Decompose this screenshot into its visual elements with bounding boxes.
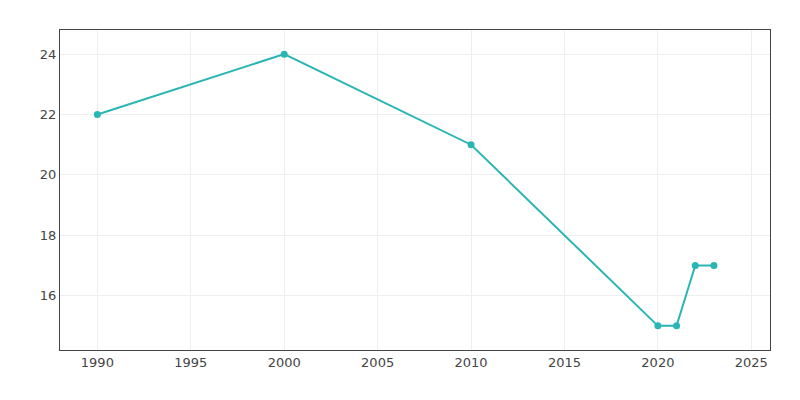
svg-text:1990: 1990 (81, 355, 114, 370)
svg-text:2010: 2010 (455, 355, 488, 370)
svg-text:20: 20 (40, 167, 57, 182)
svg-text:2005: 2005 (361, 355, 394, 370)
svg-text:1995: 1995 (174, 355, 207, 370)
svg-text:2015: 2015 (548, 355, 581, 370)
svg-text:2025: 2025 (735, 355, 768, 370)
svg-text:18: 18 (40, 228, 57, 243)
svg-text:24: 24 (40, 47, 57, 62)
svg-text:2000: 2000 (268, 355, 301, 370)
svg-text:16: 16 (40, 288, 57, 303)
svg-text:22: 22 (40, 107, 57, 122)
svg-text:2020: 2020 (641, 355, 674, 370)
